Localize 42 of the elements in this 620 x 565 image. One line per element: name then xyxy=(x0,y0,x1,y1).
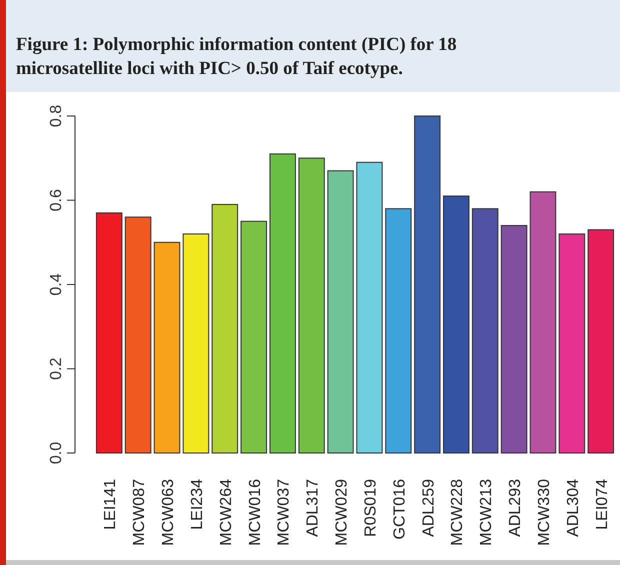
x-tick-label: MCW330 xyxy=(536,478,553,546)
chart-title: Figure 1: Polymorphic information content (PIC) for 18 microsatellite loci with PIC> 0.50 of Taif ecotype. xyxy=(16,35,457,79)
bar xyxy=(414,116,441,454)
bar xyxy=(269,153,296,454)
bar xyxy=(182,233,210,454)
bar xyxy=(443,196,470,454)
bar xyxy=(356,162,383,454)
bar xyxy=(212,204,238,454)
x-tick-label: ADL259 xyxy=(420,478,438,537)
bar xyxy=(240,220,267,454)
bar xyxy=(558,233,586,454)
bar xyxy=(500,225,528,454)
x-tick-label: R0S019 xyxy=(362,478,380,537)
x-tick-label: LEI074 xyxy=(594,478,611,530)
y-tick-label: 0.2 xyxy=(48,358,65,380)
x-tick-label: LEI141 xyxy=(102,478,120,530)
x-tick-label: MCW087 xyxy=(131,478,148,546)
x-tick-label: ADL304 xyxy=(564,478,582,537)
x-tick-label: MCW063 xyxy=(160,478,178,546)
x-tick-label: MCW213 xyxy=(478,478,496,546)
x-tick-label: MCW016 xyxy=(246,478,264,546)
x-tick-label: ADL293 xyxy=(507,478,524,537)
y-tick-label: 0.4 xyxy=(48,273,65,296)
bar xyxy=(472,208,498,454)
x-tick-label: MCW029 xyxy=(334,478,351,546)
y-tick-label: 0.0 xyxy=(48,442,65,464)
x-tick-label: ADL317 xyxy=(304,478,322,537)
bar xyxy=(124,216,152,454)
x-tick-label: MCW228 xyxy=(449,478,466,546)
bar xyxy=(530,191,556,454)
bar xyxy=(327,170,354,454)
x-tick-label: GCT016 xyxy=(391,478,408,540)
bar xyxy=(385,208,412,454)
bar xyxy=(154,242,180,454)
x-tick-label: MCW037 xyxy=(276,478,293,546)
y-tick-label: 0.8 xyxy=(48,104,65,128)
bar xyxy=(96,212,122,454)
bar xyxy=(298,158,325,454)
x-tick-label: LEI234 xyxy=(188,478,206,530)
x-tick-label: MCW264 xyxy=(218,478,235,546)
bar xyxy=(588,229,614,454)
y-tick-label: 0.6 xyxy=(48,189,65,212)
